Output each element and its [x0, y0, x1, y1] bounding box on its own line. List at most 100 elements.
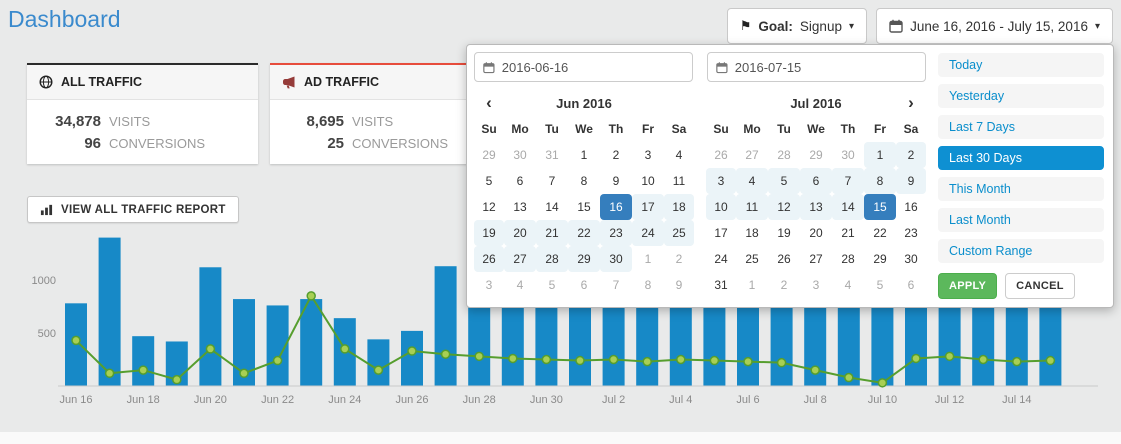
goal-selector-button[interactable]: ⚑ Goal: Signup ▾: [726, 8, 867, 44]
calendar-day[interactable]: 9: [675, 278, 683, 292]
calendar-day[interactable]: 21: [841, 226, 855, 240]
calendar-day[interactable]: 1: [580, 148, 588, 162]
calendar-day[interactable]: 28: [536, 246, 568, 272]
calendar-day[interactable]: 29: [873, 252, 887, 266]
calendar-day[interactable]: 25: [664, 220, 694, 246]
calendar-day[interactable]: 29: [482, 148, 496, 162]
range-option[interactable]: Last 30 Days: [938, 146, 1104, 170]
calendar-day[interactable]: 8: [864, 168, 896, 194]
calendar-day[interactable]: 18: [664, 194, 694, 220]
calendar-day[interactable]: 28: [841, 252, 855, 266]
calendar-day[interactable]: 19: [474, 220, 504, 246]
calendar-day[interactable]: 17: [632, 194, 664, 220]
calendar-day[interactable]: 12: [768, 194, 800, 220]
calendar-day[interactable]: 2: [612, 148, 620, 162]
calendar-day[interactable]: 7: [832, 168, 864, 194]
calendar-day[interactable]: 7: [548, 174, 556, 188]
calendar-day[interactable]: 5: [768, 168, 800, 194]
calendar-day[interactable]: 18: [745, 226, 759, 240]
prev-month-icon[interactable]: ‹: [486, 93, 492, 112]
apply-button[interactable]: APPLY: [938, 273, 998, 299]
calendar-day[interactable]: 13: [800, 194, 832, 220]
calendar-day[interactable]: 29: [568, 246, 600, 272]
range-option[interactable]: Custom Range: [938, 239, 1104, 263]
next-month-icon[interactable]: ›: [908, 93, 914, 112]
range-option[interactable]: Yesterday: [938, 84, 1104, 108]
calendar-day[interactable]: 20: [504, 220, 536, 246]
calendar-day[interactable]: 5: [485, 174, 493, 188]
calendar-day[interactable]: 10: [706, 194, 736, 220]
calendar-day[interactable]: 4: [736, 168, 768, 194]
calendar-day[interactable]: 2: [896, 142, 926, 168]
calendar-day[interactable]: 6: [800, 168, 832, 194]
calendar-day[interactable]: 9: [896, 168, 926, 194]
calendar-day[interactable]: 16: [600, 194, 632, 220]
calendar-day[interactable]: 5: [876, 278, 884, 292]
calendar-day[interactable]: 22: [873, 226, 887, 240]
range-option[interactable]: Today: [938, 53, 1104, 77]
calendar-day[interactable]: 27: [745, 148, 759, 162]
calendar-day[interactable]: 1: [748, 278, 756, 292]
calendar-day[interactable]: 24: [714, 252, 728, 266]
calendar-day[interactable]: 12: [482, 200, 496, 214]
view-all-traffic-report-button[interactable]: VIEW ALL TRAFFIC REPORT: [27, 196, 239, 223]
calendar-day[interactable]: 27: [809, 252, 823, 266]
range-option[interactable]: Last 7 Days: [938, 115, 1104, 139]
calendar-day[interactable]: 30: [513, 148, 527, 162]
calendar-day[interactable]: 6: [580, 278, 588, 292]
calendar-day[interactable]: 4: [516, 278, 524, 292]
calendar-day[interactable]: 30: [904, 252, 918, 266]
calendar-day[interactable]: 4: [675, 148, 683, 162]
calendar-day[interactable]: 26: [777, 252, 791, 266]
calendar-day[interactable]: 16: [904, 200, 918, 214]
calendar-day[interactable]: 14: [832, 194, 864, 220]
cancel-button[interactable]: CANCEL: [1005, 273, 1075, 299]
calendar-day[interactable]: 31: [545, 148, 559, 162]
calendar-day[interactable]: 29: [809, 148, 823, 162]
calendar-day[interactable]: 15: [577, 200, 591, 214]
calendar-day[interactable]: 13: [513, 200, 527, 214]
range-option[interactable]: Last Month: [938, 208, 1104, 232]
calendar-day[interactable]: 15: [864, 194, 896, 220]
calendar-day[interactable]: 23: [600, 220, 632, 246]
calendar-day[interactable]: 6: [907, 278, 915, 292]
calendar-day[interactable]: 2: [675, 252, 683, 266]
calendar-day[interactable]: 20: [809, 226, 823, 240]
calendar-day[interactable]: 8: [580, 174, 588, 188]
calendar-day[interactable]: 10: [641, 174, 655, 188]
calendar-day[interactable]: 23: [904, 226, 918, 240]
end-date-input[interactable]: [734, 59, 917, 75]
calendar-day[interactable]: 3: [644, 148, 652, 162]
calendar-day[interactable]: 1: [644, 252, 652, 266]
calendar-day[interactable]: 2: [780, 278, 788, 292]
calendar-day[interactable]: 19: [777, 226, 791, 240]
calendar-day[interactable]: 17: [714, 226, 728, 240]
calendar-day[interactable]: 30: [600, 246, 632, 272]
calendar-day[interactable]: 3: [706, 168, 736, 194]
calendar-day[interactable]: 8: [644, 278, 652, 292]
calendar-day[interactable]: 27: [504, 246, 536, 272]
calendar-day[interactable]: 26: [474, 246, 504, 272]
calendar-day[interactable]: 21: [536, 220, 568, 246]
date-range-button[interactable]: June 16, 2016 - July 15, 2016 ▾: [876, 8, 1113, 44]
calendar-day[interactable]: 11: [672, 174, 686, 188]
calendar-day[interactable]: 7: [612, 278, 620, 292]
calendar-day[interactable]: 3: [812, 278, 820, 292]
calendar-day[interactable]: 30: [841, 148, 855, 162]
calendar-day[interactable]: 11: [736, 194, 768, 220]
calendar-day[interactable]: 31: [714, 278, 728, 292]
calendar-day[interactable]: 28: [777, 148, 791, 162]
calendar-day[interactable]: 14: [545, 200, 559, 214]
calendar-day[interactable]: 26: [714, 148, 728, 162]
calendar-day[interactable]: 22: [568, 220, 600, 246]
calendar-day[interactable]: 4: [844, 278, 852, 292]
calendar-day[interactable]: 24: [632, 220, 664, 246]
calendar-day[interactable]: 6: [516, 174, 524, 188]
calendar-day[interactable]: 25: [745, 252, 759, 266]
calendar-day[interactable]: 5: [548, 278, 556, 292]
range-option[interactable]: This Month: [938, 177, 1104, 201]
calendar-day[interactable]: 9: [612, 174, 620, 188]
calendar-day[interactable]: 3: [485, 278, 493, 292]
start-date-input[interactable]: [501, 59, 684, 75]
calendar-day[interactable]: 1: [864, 142, 896, 168]
